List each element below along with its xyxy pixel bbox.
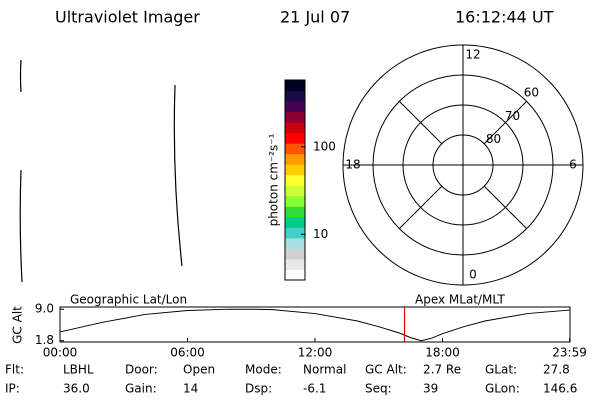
plot-frame <box>59 306 571 343</box>
curve <box>19 169 23 283</box>
field-value: -6.1 <box>303 382 326 396</box>
polar-diagonal <box>483 101 527 145</box>
curve <box>173 84 183 267</box>
field-label: Dsp: <box>245 382 272 396</box>
field-label: Door: <box>125 363 158 377</box>
colorbar-segment <box>285 237 305 249</box>
left-label: Geographic Lat/Lon <box>70 293 187 307</box>
colorbar-segment <box>285 80 305 92</box>
colorbar-segment <box>285 195 305 207</box>
x-tick-label: 18:00 <box>425 346 460 360</box>
field-value: 2.7 Re <box>423 363 461 377</box>
y-tick-label: 9.0 <box>35 302 54 316</box>
colorbar-segment <box>285 101 305 113</box>
colorbar-segment <box>285 258 305 270</box>
field-value: 14 <box>183 382 198 396</box>
polar-diagonal <box>399 101 443 145</box>
mlt-label: 0 <box>469 268 477 282</box>
field-label: GLat: <box>485 363 517 377</box>
mlt-label: 12 <box>465 48 480 62</box>
colorbar-segment <box>285 143 305 155</box>
mlt-label: 6 <box>569 158 577 172</box>
y-axis-label: GC Alt <box>11 306 25 344</box>
colorbar-segment <box>285 122 305 134</box>
colorbar-segment <box>285 111 305 123</box>
curve <box>19 59 22 93</box>
x-tick-label: 06:00 <box>170 346 205 360</box>
colorbar-tick-label: 10 <box>313 227 328 241</box>
right-label: Apex MLat/MLT <box>415 293 505 307</box>
time: 16:12:44 UT <box>455 8 554 27</box>
x-tick-label: 12:00 <box>298 346 333 360</box>
field-label: Gain: <box>125 382 157 396</box>
mlt-label: 18 <box>345 158 360 172</box>
image-curves <box>19 59 183 283</box>
colorbar-segment <box>285 206 305 218</box>
colorbar-segment <box>285 269 305 281</box>
ring-label: 80 <box>486 132 501 146</box>
field-value: Open <box>183 363 215 377</box>
x-tick-label: 00:00 <box>43 346 78 360</box>
field-label: Mode: <box>245 363 282 377</box>
polar-diagonal <box>399 185 443 229</box>
colorbar-segment <box>285 227 305 239</box>
field-value: 146.6 <box>543 382 577 396</box>
colorbar-tick-label: 100 <box>313 139 336 153</box>
colorbar-frame <box>284 79 306 281</box>
colorbar-segment <box>285 174 305 186</box>
field-label: Seq: <box>365 382 392 396</box>
field-label: Flt: <box>5 363 24 377</box>
field-value: LBHL <box>63 363 94 377</box>
colorbar-segment <box>285 132 305 144</box>
colorbar-segment <box>285 90 305 102</box>
field-value: Normal <box>303 363 346 377</box>
colorbar-segment <box>285 248 305 260</box>
field-label: GC Alt: <box>365 363 407 377</box>
altitude-line <box>59 308 570 342</box>
field-label: GLon: <box>485 382 520 396</box>
colorbar-segment <box>285 185 305 197</box>
instrument: Ultraviolet Imager <box>55 8 200 27</box>
field-value: 36.0 <box>63 382 90 396</box>
colorbar-label: photon cm⁻²s⁻¹ <box>267 133 281 226</box>
x-tick-label: 23:59 <box>552 346 587 360</box>
field-label: IP: <box>5 382 20 396</box>
polar-diagonal <box>483 185 527 229</box>
y-tick-label: 1.8 <box>35 333 54 347</box>
date: 21 Jul 07 <box>280 8 350 27</box>
colorbar-segment <box>285 216 305 228</box>
ring-label: 60 <box>524 86 539 100</box>
colorbar-segment <box>285 153 305 165</box>
colorbar-segment <box>285 164 305 176</box>
field-value: 27.8 <box>543 363 570 377</box>
field-value: 39 <box>423 382 438 396</box>
